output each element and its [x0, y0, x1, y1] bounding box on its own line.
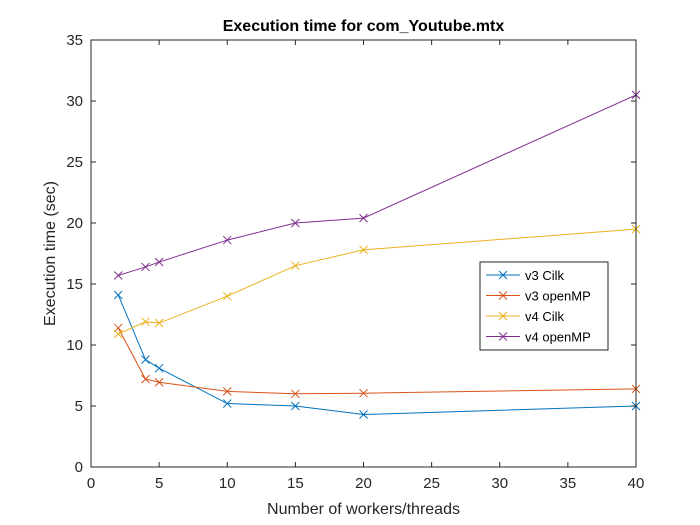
y-axis: 0 5 10 15 20 25 30 35 [66, 32, 636, 476]
plot-area [91, 40, 636, 467]
y-axis-label: Execution time (sec) [42, 181, 59, 326]
data-point-marker [154, 377, 164, 387]
legend-label: v3 openMP [525, 289, 591, 304]
data-point-marker [141, 317, 150, 327]
x-tick-label: 35 [560, 475, 577, 492]
y-tick-label: 5 [75, 398, 83, 415]
x-tick-label: 30 [491, 475, 508, 492]
y-tick-label: 30 [66, 93, 83, 110]
y-tick-label: 20 [66, 215, 83, 232]
legend-marker [498, 270, 508, 280]
data-point-marker [291, 218, 300, 228]
data-point-marker [359, 245, 368, 255]
data-point-marker [141, 374, 150, 384]
legend-marker [498, 311, 508, 321]
legend-item: v3 openMP [486, 289, 591, 304]
x-axis: 0 5 10 15 20 25 30 35 40 [87, 40, 645, 492]
data-point-marker [113, 271, 123, 280]
legend-item: v4 openMP [486, 330, 591, 345]
legend: v3 Cilk v3 openMP v4 Cilk v4 openMP [479, 261, 609, 351]
legend-marker [498, 332, 508, 341]
data-point-marker [113, 323, 123, 333]
data-point-marker [113, 290, 123, 300]
x-tick-label: 15 [287, 475, 304, 492]
y-tick-label: 35 [66, 32, 83, 49]
data-point-marker [154, 318, 164, 328]
series-layer [113, 90, 641, 419]
data-point-marker [291, 389, 300, 399]
legend-label: v4 Cilk [525, 309, 565, 324]
legend-label: v3 Cilk [525, 268, 565, 283]
data-point-marker [141, 355, 150, 364]
y-tick-label: 0 [75, 459, 83, 476]
series-v3-openmp [113, 323, 641, 399]
y-tick-label: 15 [66, 276, 83, 293]
data-point-marker [359, 410, 368, 419]
series-v4-openmp [113, 90, 641, 280]
series-v4-cilk [113, 224, 641, 339]
chart-title: Execution time for com_Youtube.mtx [223, 18, 505, 35]
data-point-marker [141, 262, 150, 272]
x-axis-label: Number of workers/threads [267, 501, 460, 518]
data-point-marker [154, 363, 164, 373]
y-tick-label: 25 [66, 154, 83, 171]
data-point-marker [113, 329, 123, 339]
data-point-marker [222, 387, 232, 396]
x-tick-label: 5 [155, 475, 163, 492]
y-tick-label: 10 [66, 337, 83, 354]
data-point-marker [291, 261, 300, 271]
data-point-marker [359, 388, 368, 398]
data-point-marker [222, 399, 232, 408]
x-tick-label: 10 [219, 475, 236, 492]
legend-item: v3 Cilk [486, 268, 565, 283]
legend-label: v4 openMP [525, 330, 591, 345]
legend-item: v4 Cilk [486, 309, 565, 324]
x-tick-label: 25 [423, 475, 440, 492]
x-tick-label: 20 [355, 475, 372, 492]
data-point-marker [222, 235, 232, 245]
x-tick-label: 40 [628, 475, 645, 492]
data-point-marker [291, 401, 300, 411]
data-point-marker [222, 291, 232, 301]
legend-marker [498, 291, 508, 300]
x-tick-label: 0 [87, 475, 95, 492]
data-point-marker [154, 257, 164, 267]
data-point-marker [359, 213, 368, 223]
